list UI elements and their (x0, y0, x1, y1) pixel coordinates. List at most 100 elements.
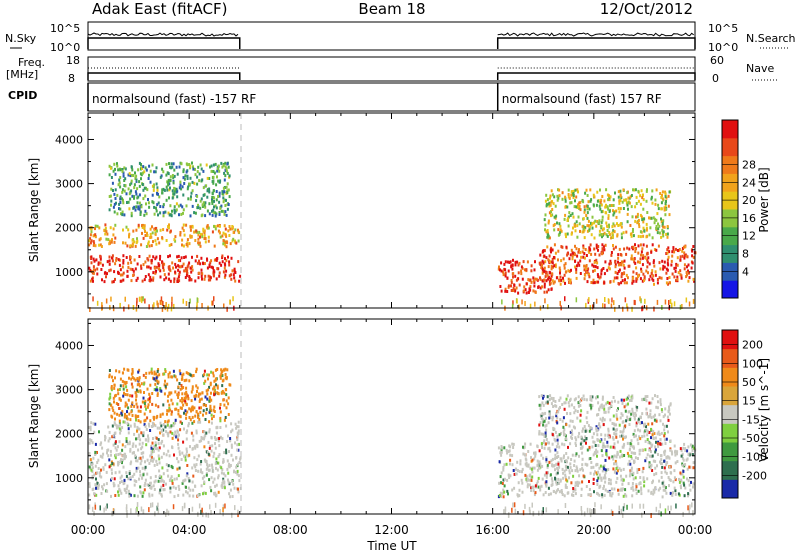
echo-cell (618, 455, 621, 459)
echo-cell (231, 239, 234, 243)
echo-cell (594, 265, 597, 269)
echo-cell (195, 384, 198, 388)
echo-cell (128, 192, 131, 196)
echo-cell (125, 439, 128, 443)
echo-cell (166, 468, 169, 472)
echo-cell (630, 455, 633, 458)
echo-cell (664, 195, 667, 199)
echo-cell (142, 434, 145, 438)
nsky-label: N.Sky (5, 32, 37, 45)
echo-cell (124, 296, 126, 302)
beam-title: Beam 18 (358, 0, 425, 18)
echo-cell (546, 395, 549, 399)
echo-cell (517, 494, 520, 498)
echo-cell (124, 167, 127, 171)
echo-cell (611, 492, 614, 496)
echo-cell (234, 422, 237, 426)
echo-cell (500, 269, 503, 273)
echo-cell (637, 260, 639, 264)
echo-cell (499, 285, 502, 288)
echo-cell (564, 232, 567, 236)
echo-cell (625, 281, 628, 285)
echo-cell (110, 388, 113, 392)
echo-cell (637, 489, 640, 493)
echo-cell (500, 471, 503, 475)
echo-cell (131, 414, 134, 417)
echo-cell (655, 405, 658, 409)
echo-cell (189, 225, 192, 229)
echo-cell (692, 482, 695, 486)
echo-cell (171, 296, 173, 302)
echo-cell (522, 260, 525, 264)
colorbar-frame (721, 119, 739, 299)
echo-cell (548, 416, 551, 420)
echo-cell (160, 455, 163, 459)
echo-cell (608, 194, 610, 198)
echo-cell (186, 410, 189, 414)
echo-cell (616, 450, 619, 454)
echo-cell (671, 493, 674, 497)
echo-cell (596, 428, 599, 432)
echo-cell (604, 458, 607, 462)
echo-cell (113, 270, 116, 274)
echo-cell (170, 306, 173, 312)
echo-cell (214, 502, 217, 508)
echo-cell (188, 275, 191, 278)
echo-cell (586, 229, 589, 233)
echo-cell (679, 255, 682, 259)
echo-cell (125, 381, 128, 384)
echo-cell (204, 201, 207, 205)
echo-cell (518, 470, 521, 473)
echo-cell (678, 477, 680, 481)
echo-cell (134, 444, 137, 448)
echo-cell (498, 481, 501, 485)
echo-cell (137, 223, 140, 227)
echo-cell (545, 471, 548, 475)
echo-cell (660, 207, 663, 211)
echo-cell (633, 188, 636, 192)
echo-cell (226, 467, 229, 471)
echo-cell (190, 235, 193, 239)
echo-cell (613, 422, 616, 426)
echo-cell (516, 298, 518, 304)
echo-cell (176, 402, 179, 406)
echo-cell (156, 203, 159, 207)
echo-cell (593, 268, 596, 272)
echo-cell (178, 487, 181, 491)
echo-cell (169, 165, 171, 169)
echo-cell (546, 198, 549, 202)
echo-cell (178, 186, 181, 190)
echo-cell (609, 482, 612, 486)
echo-cell (136, 405, 139, 409)
echo-cell (632, 257, 635, 261)
echo-cell (524, 473, 527, 477)
echo-cell (625, 201, 628, 205)
echo-cell (617, 407, 619, 411)
echo-cell (214, 162, 217, 166)
echo-cell (612, 437, 615, 441)
echo-cell (546, 290, 548, 294)
echo-cell (587, 200, 590, 204)
echo-cell (142, 225, 145, 229)
echo-cell (88, 465, 91, 469)
echo-cell (159, 211, 162, 215)
echo-cell (649, 226, 652, 230)
echo-cell (542, 249, 545, 253)
echo-cell (135, 174, 138, 178)
echo-cell (554, 491, 557, 495)
echo-cell (610, 400, 613, 404)
echo-cell (504, 289, 507, 293)
echo-cell (154, 441, 157, 445)
echo-cell (646, 258, 649, 262)
echo-cell (208, 428, 211, 432)
echo-cell (145, 212, 148, 216)
echo-cell (656, 406, 659, 410)
echo-cell (634, 247, 637, 251)
echo-cell (121, 461, 123, 465)
echo-cell (119, 489, 122, 493)
echo-cell (98, 243, 101, 247)
echo-cell (558, 398, 561, 402)
echo-cell (550, 200, 553, 204)
echo-cell (123, 415, 126, 419)
